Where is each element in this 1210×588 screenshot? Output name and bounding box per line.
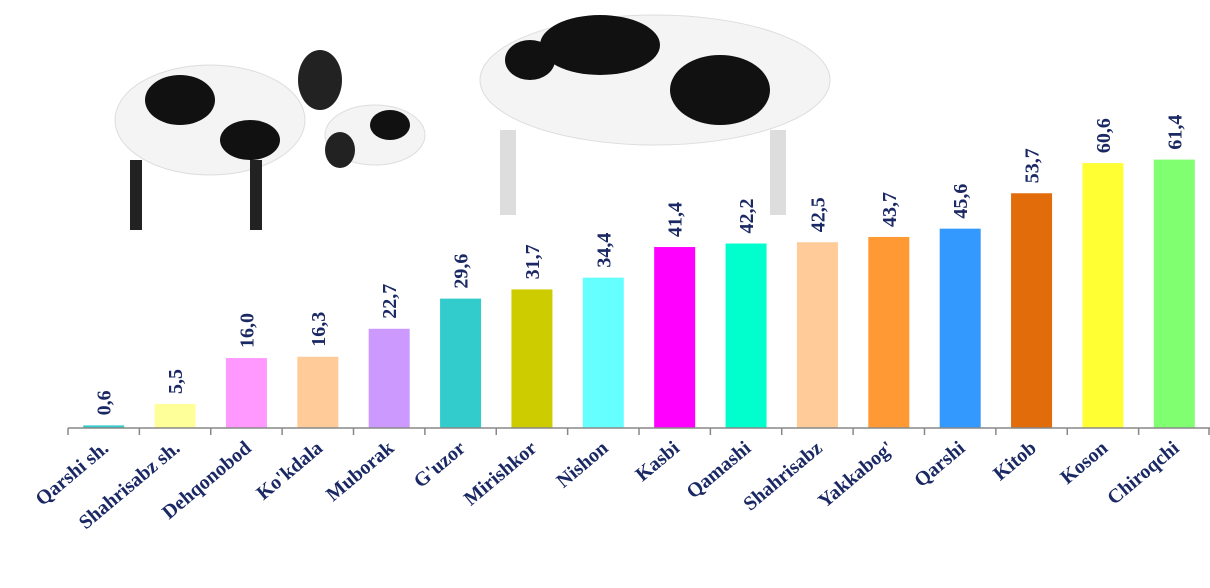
cow-illustration [114,14,831,230]
bar [297,356,339,428]
bar [868,236,910,428]
bar [225,358,267,428]
x-tick-label: Kasbi [631,437,684,486]
bar [654,247,696,428]
x-tick-label: Qarshi [910,437,970,492]
bar [1011,193,1053,428]
value-label: 16,0 [236,313,258,348]
bar [1153,159,1195,428]
bar [83,425,125,428]
bar [939,228,981,428]
bar [582,277,624,428]
value-label: 31,7 [522,244,544,279]
bar [1082,163,1124,428]
x-tick-label: Muborak [322,436,399,506]
value-label: 34,4 [593,233,615,268]
x-tick-label: Ko'kdala [252,437,327,505]
bar [154,403,196,428]
value-label: 16,3 [308,312,330,347]
x-tick-label: G'uzor [410,437,470,492]
value-label: 0,6 [94,390,116,415]
value-label: 41,4 [665,202,687,237]
value-label: 29,6 [451,254,473,289]
value-label: 53,7 [1022,148,1044,183]
bar [511,289,553,428]
value-label: 22,7 [379,284,401,319]
x-tick-label: Yakkabog' [814,437,898,512]
x-tick-label: Nishon [552,437,612,492]
x-tick-label: Shahrisabz [739,437,826,515]
value-label: 60,6 [1093,118,1115,153]
value-label: 61,4 [1164,115,1186,150]
bar [725,243,767,428]
value-label: 5,5 [165,369,187,394]
value-label: 42,2 [736,199,758,234]
x-tick-label: Kitob [989,437,1041,485]
bar [796,242,838,428]
value-label: 43,7 [879,192,901,227]
x-tick-label: Koson [1056,437,1112,489]
bar [368,328,410,428]
value-label: 42,5 [807,197,829,232]
x-tick-label: Mirishkor [460,437,541,510]
bar [440,298,482,428]
value-label: 45,6 [950,184,972,219]
x-tick-label: Chiroqchi [1103,437,1184,510]
